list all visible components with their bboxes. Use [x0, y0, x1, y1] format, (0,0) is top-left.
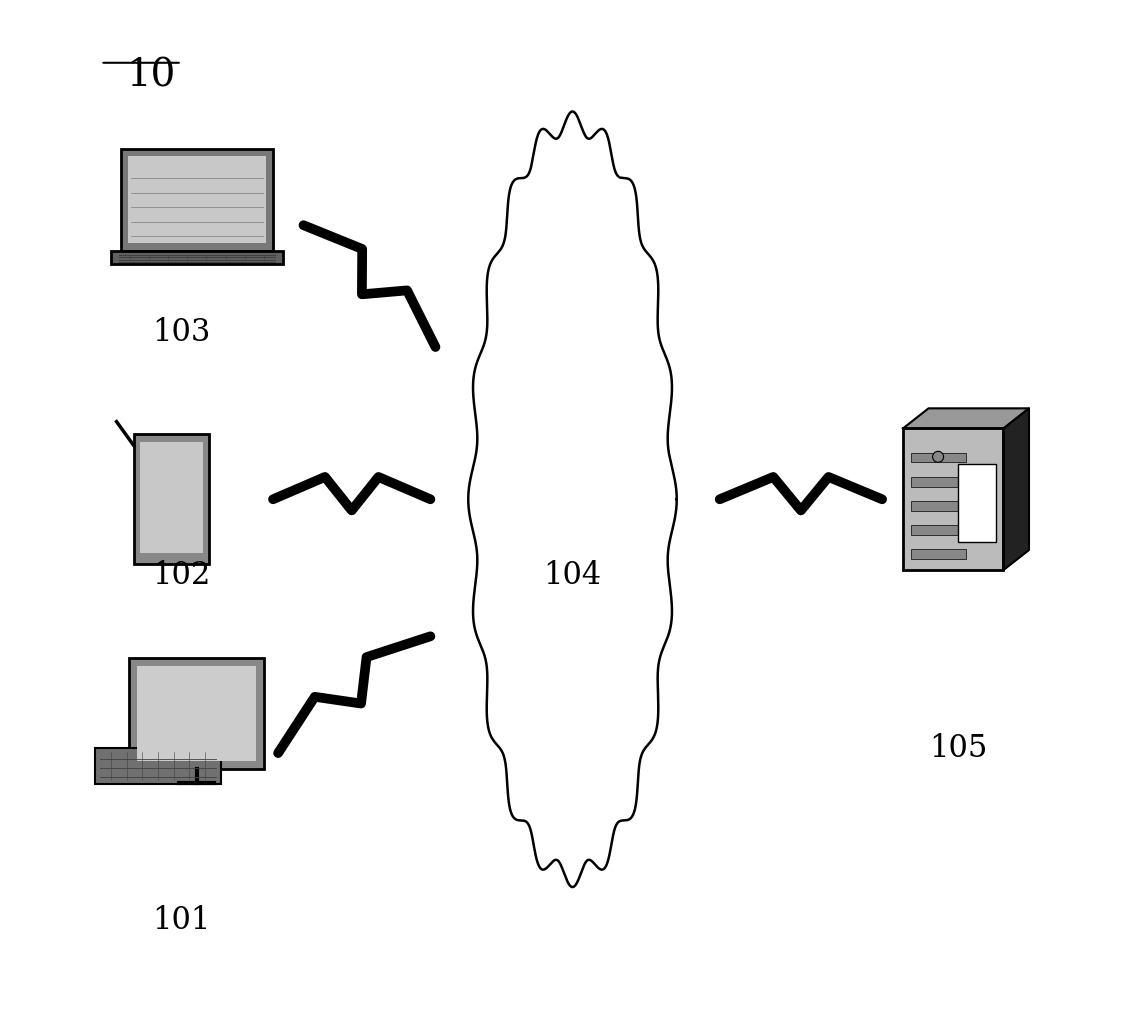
Text: 101: 101	[152, 906, 211, 936]
Bar	[137, 666, 256, 761]
Polygon shape	[1003, 409, 1029, 570]
Polygon shape	[903, 409, 1029, 428]
Text: 102: 102	[152, 560, 211, 592]
Bar	[128, 156, 266, 244]
Bar	[911, 476, 966, 487]
Bar	[911, 548, 966, 559]
Bar	[140, 441, 203, 553]
Text: 104: 104	[544, 560, 601, 592]
Text: 103: 103	[152, 317, 211, 348]
Bar	[911, 501, 966, 510]
Bar	[95, 748, 221, 784]
Text: 10: 10	[126, 58, 175, 95]
Bar	[120, 149, 273, 251]
Polygon shape	[468, 111, 677, 887]
Bar	[911, 525, 966, 535]
Bar	[134, 434, 210, 564]
Bar	[129, 658, 264, 769]
Text: 105: 105	[929, 733, 987, 764]
Bar	[911, 453, 966, 462]
Circle shape	[933, 452, 943, 462]
Bar	[111, 251, 283, 263]
Bar	[903, 428, 1003, 570]
Bar	[958, 464, 996, 541]
